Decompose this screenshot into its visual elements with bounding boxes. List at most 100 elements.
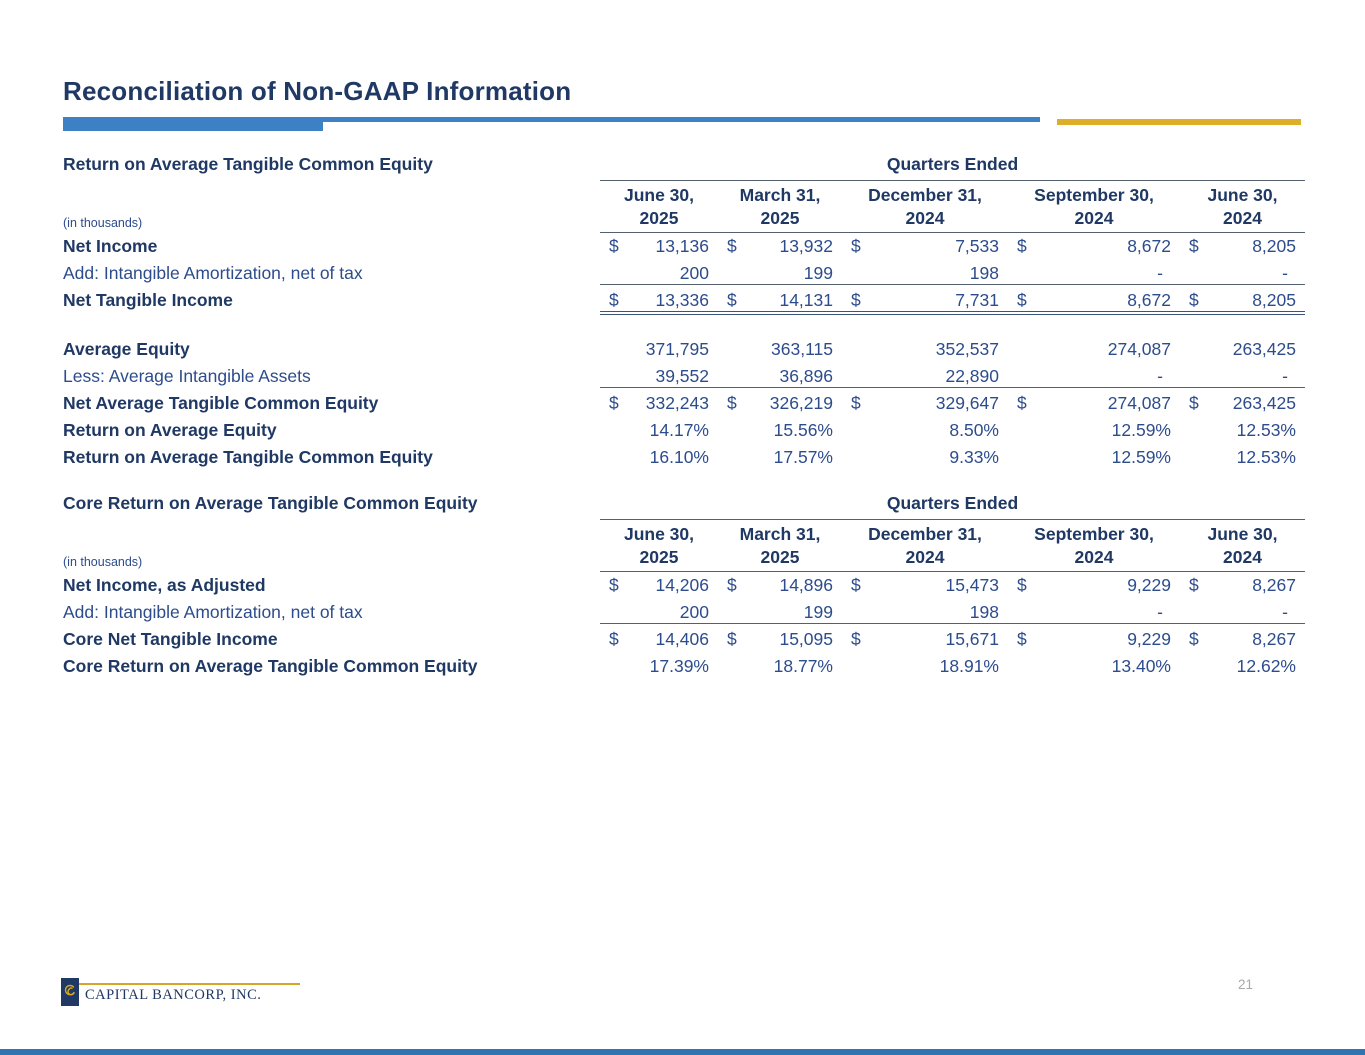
cell-value: 7,731 [955, 289, 999, 310]
value-cell: $13,336 [600, 290, 718, 311]
cell-value: 8,672 [1127, 236, 1171, 256]
date-line2: 2025 [760, 546, 800, 567]
cell-value: 14,896 [779, 575, 833, 595]
logo-text: CAPITAL BANCORP, INC. [85, 987, 262, 1003]
value-cell: 12.59% [1008, 420, 1180, 441]
date-line1: June 30, [623, 184, 695, 205]
cell-value: 16.10% [649, 447, 709, 467]
row-label: Net Income [63, 236, 158, 256]
row-values: 200 199 198 - - [600, 263, 1305, 285]
quarters-ended-header: Quarters Ended [600, 493, 1305, 520]
table-row: Core Net Tangible Income $14,406 $15,095 $1… [63, 626, 1305, 653]
value-cell: - [1008, 366, 1180, 387]
value-cell: $9,229 [1008, 575, 1180, 596]
date-header: June 30, 2025 [600, 520, 718, 571]
value-cell: 39,552 [600, 366, 718, 387]
reconciliation-tables: Return on Average Tangible Common Equity… [63, 154, 1305, 680]
cell-value: 15,473 [945, 575, 999, 595]
row-values: $13,336 $14,131 $7,731 $8,672 $8,205 [600, 289, 1305, 315]
date-line2: 2024 [905, 546, 945, 567]
section-spacer [63, 314, 1305, 336]
row-label: Return on Average Tangible Common Equity [63, 447, 433, 467]
date-line2: 2024 [1074, 207, 1114, 228]
table-row: Return on Average Tangible Common Equity… [63, 444, 1305, 471]
cell-value: 9.33% [949, 447, 999, 467]
cell-value: 263,425 [1232, 393, 1296, 413]
cell-value: 13,336 [655, 289, 709, 310]
cell-value: 18.77% [773, 656, 833, 676]
date-line1: September 30, [1034, 523, 1154, 544]
value-cell: 36,896 [718, 366, 842, 387]
date-header: June 30, 2024 [1180, 181, 1305, 232]
date-line2: 2025 [639, 207, 679, 228]
cell-value: 352,537 [935, 339, 999, 359]
divider-thin-blue [323, 117, 1040, 122]
table-row: Average Equity 371,795 363,115 352,537 274,0… [63, 336, 1305, 363]
row-values: $14,206 $14,896 $15,473 $9,229 $8,267 [600, 575, 1305, 596]
row-values: 14.17% 15.56% 8.50% 12.59% 12.53% [600, 420, 1305, 441]
row-label: Average Equity [63, 339, 190, 359]
cell-value: 15.56% [773, 420, 833, 440]
cell-value: 9,229 [1127, 629, 1171, 649]
value-cell: $274,087 [1008, 393, 1180, 414]
dollar-sign: $ [851, 289, 861, 310]
cell-value: 8,205 [1252, 236, 1296, 256]
cell-value: 326,219 [769, 393, 833, 413]
value-cell: $13,136 [600, 236, 718, 257]
column-headers-row: (in thousands) June 30, 2025 March 31, 2025 D… [63, 181, 1305, 233]
dollar-sign: $ [1189, 393, 1199, 413]
quarters-ended-label: Quarters Ended [886, 493, 1019, 513]
cell-value: 13,136 [655, 236, 709, 256]
dollar-sign: $ [609, 629, 619, 649]
value-cell: 16.10% [600, 447, 718, 468]
row-label: Add: Intangible Amortization, net of tax [63, 602, 363, 622]
dollar-sign: $ [1189, 575, 1199, 595]
cell-value: 13.40% [1111, 656, 1171, 676]
table-section: Core Return on Average Tangible Common E… [63, 493, 1305, 680]
table-row: Net Tangible Income $13,336 $14,131 $7,731 $… [63, 287, 1305, 315]
value-cell: $9,229 [1008, 629, 1180, 650]
table-row: Add: Intangible Amortization, net of tax… [63, 599, 1305, 626]
dollar-sign: $ [1189, 289, 1199, 310]
logo-spiral-icon [64, 984, 75, 996]
row-values: $332,243 $326,219 $329,647 $274,087 $263,425 [600, 393, 1305, 414]
cell-value: 198 [969, 262, 999, 283]
date-line2: 2024 [1074, 546, 1114, 567]
row-label: Core Return on Average Tangible Common E… [63, 656, 478, 676]
cell-value: 199 [803, 262, 833, 283]
value-cell: $326,219 [718, 393, 842, 414]
value-cell: $8,205 [1180, 290, 1305, 311]
cell-value: 274,087 [1107, 339, 1171, 359]
date-line1: December 31, [868, 523, 982, 544]
value-cell: $14,406 [600, 629, 718, 650]
date-line1: December 31, [868, 184, 982, 205]
section-title: Return on Average Tangible Common Equity [63, 154, 433, 174]
value-cell: 17.39% [600, 656, 718, 677]
date-line2: 2025 [760, 207, 800, 228]
date-line1: March 31, [739, 523, 821, 544]
dollar-sign: $ [727, 289, 737, 310]
cell-value: 15,095 [779, 629, 833, 649]
date-line1: September 30, [1034, 184, 1154, 205]
value-cell: 12.62% [1180, 656, 1305, 677]
dollar-sign: $ [851, 629, 861, 649]
cell-value: 200 [679, 262, 709, 283]
date-line1: June 30, [623, 523, 695, 544]
date-headers: June 30, 2025 March 31, 2025 December 31, 202… [600, 520, 1305, 572]
cell-value: 15,671 [945, 629, 999, 649]
value-cell: 12.53% [1180, 420, 1305, 441]
company-logo: CAPITAL BANCORP, INC. [61, 978, 321, 1008]
value-cell: 17.57% [718, 447, 842, 468]
cell-value: 332,243 [645, 393, 709, 413]
cell-value: - [1157, 262, 1163, 283]
table-header-row: Core Return on Average Tangible Common E… [63, 493, 1305, 520]
divider-thick-blue [63, 117, 323, 131]
cell-value: 14.17% [649, 420, 709, 440]
cell-value: 8,267 [1252, 629, 1296, 649]
date-header: September 30, 2024 [1008, 520, 1180, 571]
dollar-sign: $ [727, 575, 737, 595]
dollar-sign: $ [851, 575, 861, 595]
value-cell: $8,267 [1180, 575, 1305, 596]
cell-value: 8,672 [1127, 289, 1171, 310]
